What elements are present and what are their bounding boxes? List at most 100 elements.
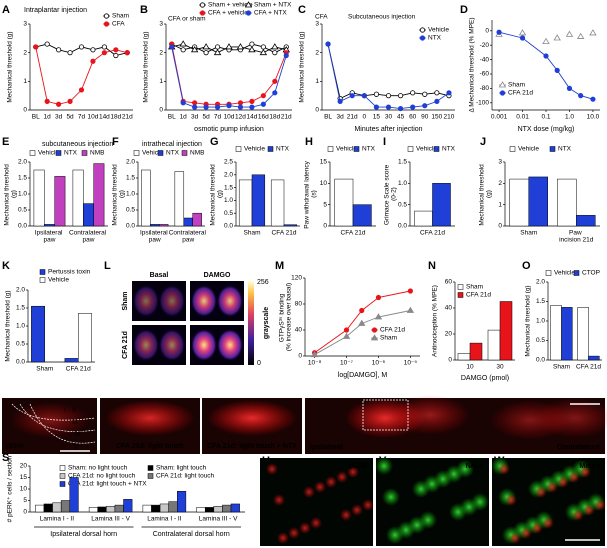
y-tick-label: 0.0 xyxy=(536,357,545,364)
y-tick-label: 3 xyxy=(23,21,27,28)
y-tick-label: 2 xyxy=(315,49,319,56)
bar xyxy=(33,169,45,227)
signal xyxy=(535,398,607,438)
image-label: pERK xyxy=(349,463,368,470)
y-tick-label: 1.5 xyxy=(398,159,407,166)
x-tick-label: 1d xyxy=(180,114,188,121)
x-tick-label: 1d xyxy=(44,114,52,121)
y-axis-label: Δ Mechanical threshold (% MPE) xyxy=(469,17,476,112)
cell xyxy=(299,522,311,534)
cell xyxy=(310,517,322,529)
image-label: III xyxy=(72,419,78,426)
y-tick-label: 1.0 xyxy=(398,180,407,187)
legend-label: Vehicle xyxy=(244,146,265,153)
x-tick-label: 10⁻⁶ xyxy=(372,360,386,367)
data-point xyxy=(113,52,119,59)
legend-swatch xyxy=(59,473,66,479)
bar xyxy=(469,342,483,361)
legend-label: NTX xyxy=(276,146,290,153)
legend-marker xyxy=(199,10,206,16)
cell xyxy=(382,488,400,506)
bar xyxy=(509,178,529,227)
data-point xyxy=(237,100,244,106)
panel-letter: J xyxy=(480,136,486,148)
x-tick-label: 21d xyxy=(122,114,133,121)
text-line: Grimace Scale score xyxy=(383,163,390,225)
panel-letter: E xyxy=(2,136,9,148)
data-point xyxy=(325,41,331,47)
legend-swatch xyxy=(59,481,66,487)
y-axis-label: Mechanical threshold (g) xyxy=(299,31,306,102)
group-label: Ipsilateral dorsal horn xyxy=(50,531,117,538)
lamina-border xyxy=(11,403,96,421)
data-point xyxy=(272,90,278,96)
x-tick-label: BL xyxy=(168,114,176,121)
bar xyxy=(499,301,513,361)
text-line: (g) xyxy=(216,190,223,198)
series xyxy=(496,29,596,102)
x-tick-label: 10d xyxy=(224,114,235,121)
legend-label: CFA 21d xyxy=(508,90,533,97)
x-tick-label: 10d xyxy=(88,114,99,121)
x-tick-label: 10⁻⁷ xyxy=(340,360,354,367)
legend-swatch xyxy=(147,473,154,479)
data-point xyxy=(226,103,232,109)
x-tick-label: CFA 21d xyxy=(576,364,601,371)
data-point xyxy=(566,85,573,92)
legend-label: NTX xyxy=(428,35,442,42)
data-point xyxy=(283,52,289,59)
panel-letter: A xyxy=(2,4,10,16)
legend-label: CFA 21d: light touch xyxy=(156,473,215,480)
x-tick-label: 45 xyxy=(397,114,405,121)
bar xyxy=(93,163,105,227)
panel-title: subcutaneous injection xyxy=(42,141,113,148)
data-point xyxy=(578,93,584,99)
data-point xyxy=(213,48,222,56)
x-axis-label: DAMGO (pmol) xyxy=(461,375,509,382)
x-tick-label: Lamina I - II xyxy=(40,516,75,523)
bar xyxy=(487,329,501,361)
legend-swatch xyxy=(573,270,580,276)
data-point xyxy=(496,29,502,35)
image-label: CFA 21d: light touch + NTX xyxy=(207,443,297,450)
image-label: I - II xyxy=(64,407,76,414)
y-tick-label: 0.5 xyxy=(126,207,135,214)
y-tick-label: 0.0 xyxy=(18,223,27,230)
legend-label: NTX xyxy=(64,150,78,157)
data-point xyxy=(113,47,119,53)
bar xyxy=(196,507,206,513)
x-tick-label: Contralateral paw xyxy=(69,229,108,243)
y-tick-label: -40 xyxy=(480,56,490,63)
legend-swatch xyxy=(433,146,440,152)
text-line: (0-2) xyxy=(390,187,397,201)
y-tick-label: 0 xyxy=(315,107,319,114)
legend-label: CFA 21d xyxy=(380,327,405,334)
data-point xyxy=(214,104,221,110)
y-axis-label: Mechanical threshold (g) xyxy=(209,162,223,225)
bar xyxy=(577,307,589,361)
x-tick-label: 18d xyxy=(269,114,280,121)
x-tick-label: Sham xyxy=(553,364,570,371)
x-tick-label: Contralateral paw xyxy=(169,229,208,243)
data-point xyxy=(373,91,380,97)
text-line: Paw withdrawal latency xyxy=(303,159,310,228)
x-tick-label: 12d xyxy=(235,114,246,121)
legend-label: Sham xyxy=(508,82,525,89)
x-tick-label: Sham xyxy=(36,366,53,373)
legend-label: Sham xyxy=(112,13,129,20)
legend-swatch xyxy=(81,150,88,156)
inset-box xyxy=(362,399,409,431)
data-point xyxy=(518,29,527,36)
y-tick-label: 1.0 xyxy=(18,191,27,198)
data-point xyxy=(44,41,50,47)
bar xyxy=(204,507,215,513)
legend-swatch xyxy=(29,150,36,156)
y-tick-label: 2 xyxy=(159,49,163,56)
cell xyxy=(471,493,489,511)
text-line: Ipsilateral xyxy=(140,229,170,236)
panel-letter: D xyxy=(460,4,468,16)
series xyxy=(169,44,289,110)
x-tick-label: 10⁻⁵ xyxy=(404,360,418,367)
data-point xyxy=(434,90,440,96)
x-tick-label: BL xyxy=(324,114,332,121)
